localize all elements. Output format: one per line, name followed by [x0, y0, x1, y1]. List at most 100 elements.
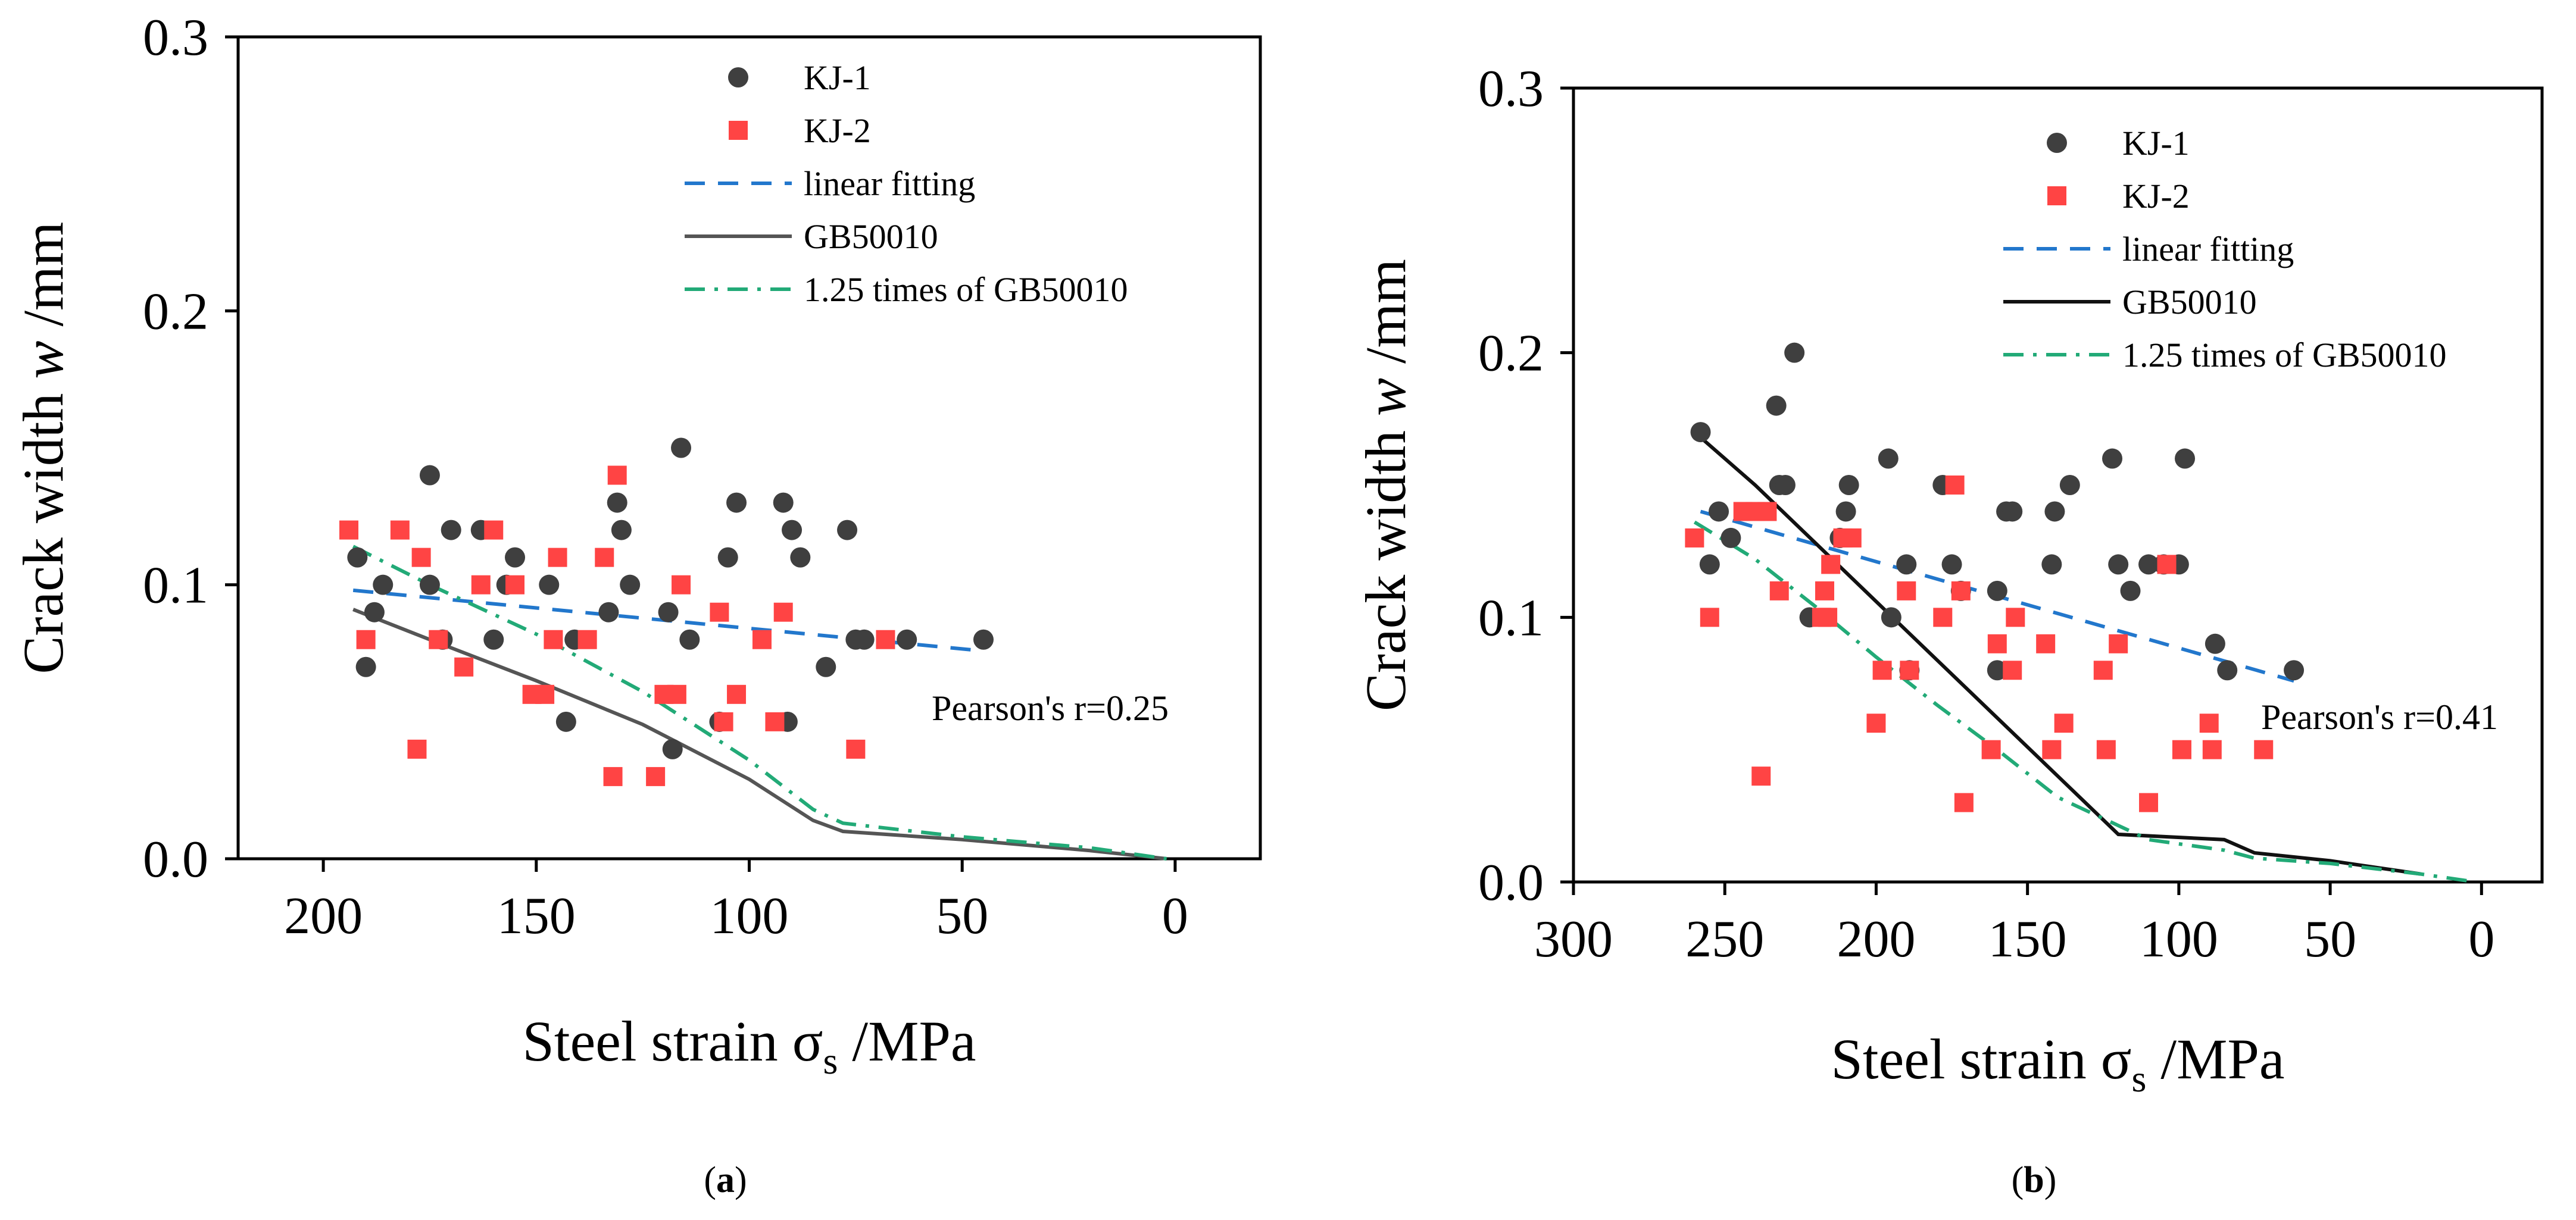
data-point-circle — [441, 520, 461, 540]
data-point-square — [535, 684, 555, 704]
x-axis-label-subscript: s — [2132, 1058, 2147, 1100]
legend-label: KJ-1 — [804, 58, 871, 97]
caption-open-paren: ( — [704, 1160, 716, 1200]
data-point-square — [429, 630, 448, 649]
data-point-square — [1685, 528, 1704, 548]
data-point-circle — [2205, 633, 2225, 654]
data-point-circle — [773, 492, 794, 513]
data-point-square — [727, 684, 747, 704]
data-point-circle — [505, 547, 526, 568]
legend-label: linear fitting — [2122, 230, 2294, 268]
data-point-square — [356, 630, 376, 649]
data-point-square — [1866, 714, 1886, 733]
y-tick-label: 0.1 — [143, 557, 208, 615]
data-point-square — [1933, 608, 1953, 627]
data-point-circle — [671, 437, 692, 458]
legend-symbol-square — [2047, 186, 2066, 205]
data-point-square — [577, 630, 597, 649]
data-point-circle — [1835, 501, 1856, 522]
data-point-circle — [419, 574, 440, 595]
data-point-circle — [1699, 554, 1720, 575]
data-point-circle — [1721, 527, 1741, 548]
data-point-square — [1900, 661, 1919, 680]
x-axis-label-unit: /MPa — [838, 1009, 976, 1073]
plot-frame — [236, 35, 1262, 861]
data-point-circle — [1709, 501, 1729, 522]
data-point-circle — [1896, 554, 1917, 575]
y-tick-label: 0.3 — [1478, 60, 1544, 118]
data-point-square — [1951, 581, 1971, 600]
data-point-square — [411, 548, 431, 567]
data-point-circle — [2059, 475, 2080, 495]
data-point-circle — [854, 629, 875, 650]
data-point-circle — [662, 739, 683, 759]
caption-close-paren: ) — [735, 1160, 747, 1200]
data-point-square — [2199, 714, 2219, 733]
data-point-square — [752, 630, 772, 649]
legend-symbol-square — [729, 121, 748, 140]
data-point-circle — [2284, 660, 2305, 681]
data-point-circle — [1766, 395, 1787, 416]
x-tick-label: 0 — [2468, 911, 2494, 968]
data-point-square — [484, 520, 504, 540]
data-point-square — [2003, 661, 2022, 680]
data-point-square — [603, 767, 623, 786]
legend-label: KJ-2 — [2122, 177, 2190, 215]
data-point-square — [407, 739, 427, 759]
series-line-1-25-times-of-gb50010 — [1693, 520, 2476, 884]
data-point-square — [1815, 581, 1835, 600]
data-point-square — [2042, 740, 2062, 759]
data-point-circle — [1881, 607, 1901, 628]
data-point-square — [2054, 714, 2074, 733]
data-point-circle — [837, 520, 858, 540]
legend: KJ-1 KJ-2 linear fitting GB50010 1.25 times … — [685, 58, 1128, 309]
data-point-square — [846, 739, 866, 759]
legend-label: linear fitting — [804, 164, 975, 203]
series-line-1-25-times-of-gb50010 — [352, 545, 1167, 861]
data-point-circle — [355, 656, 376, 677]
y-axis-label-main: Crack width — [11, 379, 75, 674]
data-point-square — [667, 684, 686, 704]
data-point-square — [595, 548, 614, 567]
data-point-circle — [373, 574, 394, 595]
x-axis-label-unit: /MPa — [2146, 1027, 2284, 1091]
data-point-circle — [1784, 342, 1805, 363]
data-point-circle — [620, 574, 641, 595]
x-tick-label: 250 — [1685, 911, 1764, 968]
data-point-circle — [726, 492, 747, 513]
y-axis-label-main: Crack width — [1354, 416, 1417, 711]
pearson-annotation: Pearson's r=0.25 — [932, 689, 1169, 728]
series-kj-2 — [1685, 476, 2274, 812]
data-point-square — [607, 465, 627, 485]
legend-symbol-circle — [728, 67, 748, 87]
data-point-square — [544, 630, 563, 649]
data-point-square — [2109, 634, 2128, 653]
data-point-circle — [782, 520, 803, 540]
x-axis-label: Steel strain σs /MPa — [1831, 1027, 2285, 1100]
data-point-square — [1751, 767, 1771, 786]
data-point-square — [710, 602, 729, 622]
y-axis-label-variable: w — [1354, 378, 1417, 416]
data-point-square — [1872, 661, 1892, 680]
x-axis-label-main: Steel strain σ — [523, 1009, 823, 1073]
data-point-circle — [2102, 448, 2123, 469]
chart-panel-a: 200 150 100 50 0 0.0 0.1 0.2 0.3 Steel strain σs … — [11, 9, 1262, 1200]
data-point-circle — [816, 656, 836, 677]
data-point-square — [1700, 608, 1719, 627]
data-point-circle — [2044, 501, 2065, 522]
y-axis-label-unit: /mm — [11, 222, 75, 341]
plot-frame — [1572, 86, 2544, 884]
data-point-circle — [483, 629, 504, 650]
data-point-circle — [897, 629, 917, 650]
y-tick-label: 0.2 — [143, 283, 208, 340]
data-point-square — [2254, 740, 2274, 759]
data-point-circle — [419, 465, 440, 486]
data-point-circle — [717, 547, 738, 568]
data-point-square — [876, 630, 895, 649]
chart-panel-b: 300 250 200 150 100 50 0 0.0 0.1 0.2 0.3 Steel stra… — [1354, 60, 2544, 1200]
legend-label: 1.25 times of GB50010 — [2122, 336, 2447, 374]
y-tick-label: 0.0 — [143, 831, 208, 889]
caption-close-paren: ) — [2044, 1160, 2057, 1200]
caption-letter: a — [716, 1160, 735, 1200]
y-axis-label: Crack width w /mm — [1354, 259, 1417, 711]
